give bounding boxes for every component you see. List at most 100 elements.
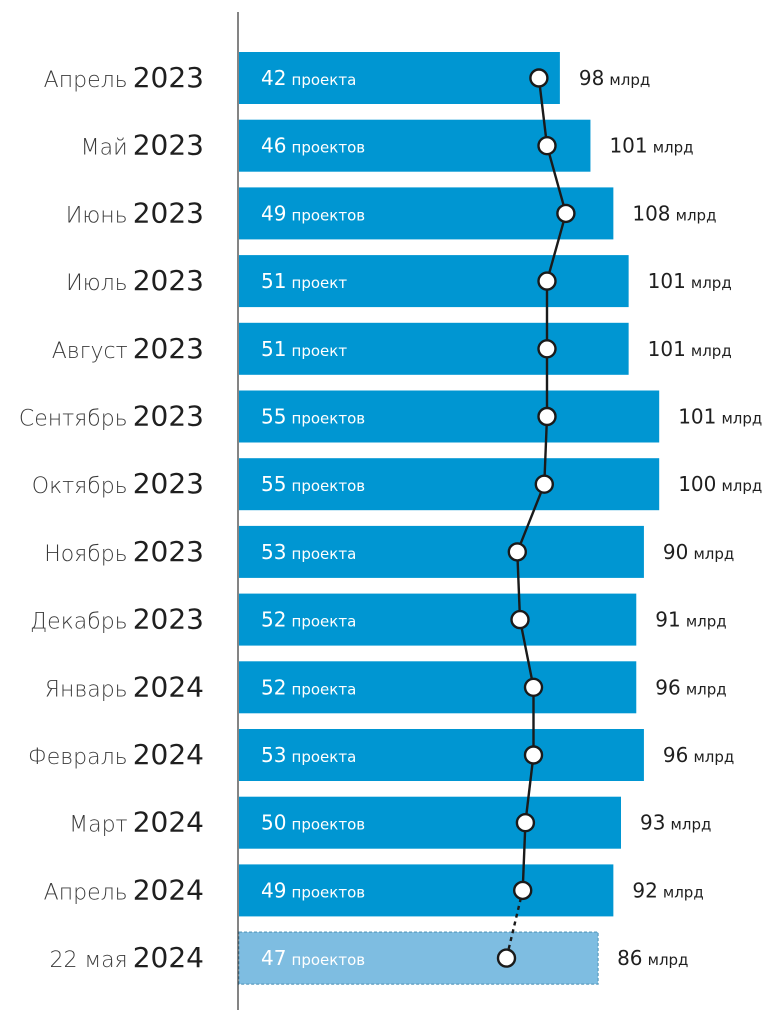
bar [239, 119, 591, 172]
bar-value: 53 [261, 540, 286, 564]
bar [239, 322, 629, 375]
amount-label: 101 млрд [609, 134, 693, 158]
category-month: Июнь [66, 203, 128, 228]
amount-value: 100 [678, 472, 716, 496]
labels-layer: Апрель 2023 42 проекта 98 млрд Май 2023 46 п… [19, 61, 762, 974]
category-label: Ноябрь 2023 [44, 535, 204, 568]
amount-unit: млрд [693, 748, 734, 766]
bar-unit-word: проект [292, 342, 348, 360]
bar-unit-word: проектов [292, 410, 366, 428]
category-year: 2023 [133, 400, 204, 433]
bar-label: 52 проекта [261, 675, 356, 699]
bar-unit-word: проекта [292, 613, 357, 631]
amount-label: 101 млрд [648, 337, 732, 361]
amount-label: 92 млрд [632, 878, 703, 902]
amount-value: 90 [663, 540, 688, 564]
amount-label: 86 млрд [617, 946, 688, 970]
category-year: 2023 [133, 332, 204, 365]
amount-label: 98 млрд [579, 66, 650, 90]
category-month: Декабрь [30, 610, 128, 635]
category-month: Октябрь [32, 474, 128, 499]
category-month: Март [69, 813, 128, 838]
line-segment [516, 551, 522, 620]
amount-label: 96 млрд [663, 743, 734, 767]
amount-label: 91 млрд [655, 608, 726, 632]
category-month: Май [81, 136, 128, 161]
amount-value: 98 [579, 66, 604, 90]
category-year: 2023 [133, 603, 204, 636]
amount-value: 86 [617, 946, 642, 970]
bar-value: 50 [261, 811, 286, 835]
amount-value: 96 [655, 675, 680, 699]
line-segment [537, 77, 549, 146]
category-month: 22 мая [50, 948, 128, 973]
amount-value: 101 [678, 405, 716, 429]
category-year: 2023 [133, 196, 204, 229]
category-month: Январь [45, 677, 128, 702]
line-segment [524, 754, 535, 823]
bar-unit-word: проектов [292, 816, 366, 834]
bar [239, 458, 660, 511]
amount-line-layer [496, 68, 576, 968]
line-point [534, 474, 554, 494]
amount-unit: млрд [653, 139, 694, 157]
amount-unit: млрд [691, 274, 732, 292]
bar [239, 52, 560, 104]
category-label: Май 2023 [81, 129, 204, 162]
bar-value: 55 [261, 472, 286, 496]
bar [239, 390, 660, 443]
bar-value: 55 [261, 405, 286, 429]
bar-label: 51 проект [261, 337, 347, 361]
category-label: Апрель 2024 [44, 873, 204, 906]
amount-label: 90 млрд [663, 540, 734, 564]
bar-label: 47 проектов [261, 946, 365, 970]
amount-label: 108 млрд [632, 201, 716, 225]
category-year: 2024 [133, 738, 204, 771]
line-segment [518, 619, 535, 688]
line-point [507, 542, 527, 562]
amount-value: 101 [648, 269, 686, 293]
bar [239, 187, 614, 240]
amount-unit: млрд [721, 477, 762, 495]
bar-label: 53 проекта [261, 540, 356, 564]
bar-label: 51 проект [261, 269, 347, 293]
amount-value: 96 [663, 743, 688, 767]
category-label: Август 2023 [52, 332, 204, 365]
category-label: 22 мая 2024 [50, 941, 204, 974]
bar-label: 55 проектов [261, 405, 365, 429]
bar-unit-word: проектов [292, 883, 366, 901]
bar-unit-word: проекта [292, 680, 357, 698]
amount-label: 100 млрд [678, 472, 762, 496]
amount-unit: млрд [686, 613, 727, 631]
category-year: 2023 [133, 129, 204, 162]
amount-unit: млрд [686, 680, 727, 698]
bar-value: 51 [261, 269, 286, 293]
bar-value: 46 [261, 134, 286, 158]
category-label: Январь 2024 [45, 670, 204, 703]
bar-unit-word: проектов [292, 477, 366, 495]
bar-unit-word: проектов [292, 951, 366, 969]
amount-unit: млрд [721, 410, 762, 428]
category-label: Апрель 2023 [44, 61, 204, 94]
bar-label: 53 проекта [261, 743, 356, 767]
category-label: Октябрь 2023 [32, 467, 204, 500]
line-point [523, 677, 544, 697]
bar-label: 52 проекта [261, 608, 356, 632]
bar [239, 255, 629, 308]
category-year: 2024 [133, 873, 204, 906]
category-label: Сентябрь 2023 [19, 400, 204, 433]
category-label: Март 2024 [69, 806, 204, 839]
bar-value: 52 [261, 608, 286, 632]
line-point [537, 339, 557, 359]
category-year: 2023 [133, 264, 204, 297]
amount-unit: млрд [676, 206, 717, 224]
amount-label: 93 млрд [640, 811, 711, 835]
line-point [537, 135, 557, 156]
amount-value: 101 [609, 134, 647, 158]
amount-value: 92 [632, 878, 657, 902]
bar-label: 49 проектов [261, 878, 365, 902]
line-point [510, 609, 530, 630]
bar-value: 51 [261, 337, 286, 361]
bar-unit-word: проект [292, 274, 348, 292]
